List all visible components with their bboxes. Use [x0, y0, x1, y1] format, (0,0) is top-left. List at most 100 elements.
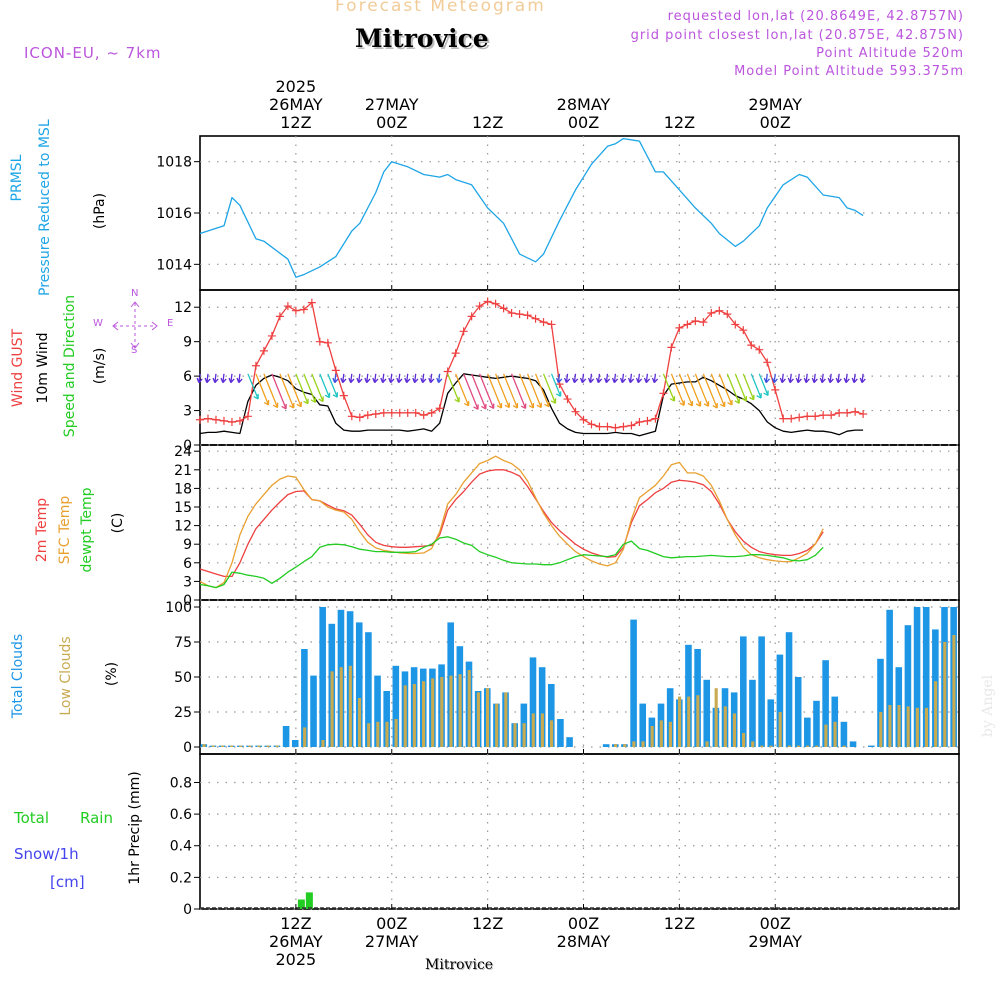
low-cloud-bar	[879, 712, 883, 747]
bottom-time-label: 12Z	[664, 914, 695, 933]
gust-marker	[523, 311, 532, 320]
gust-marker	[243, 412, 252, 421]
precip-bars	[200, 892, 959, 909]
gust-marker	[203, 414, 212, 423]
dewpt-line	[199, 536, 824, 589]
low-cloud-bar	[421, 681, 426, 747]
wind-arrow	[303, 373, 317, 403]
gust-marker	[395, 408, 404, 417]
total-cloud-bar	[319, 607, 326, 747]
clouds-ytick-label: 0	[183, 740, 192, 756]
gust-marker	[275, 312, 284, 321]
panel-frames	[199, 135, 960, 910]
total-cloud-bar	[301, 649, 308, 747]
total-cloud-bar	[365, 632, 372, 747]
low-cloud-bar	[220, 745, 224, 747]
temperature-frame	[199, 444, 960, 601]
sfc-label: SFC Temp	[57, 495, 73, 565]
top-time-label: 2025	[276, 77, 317, 96]
gust-marker	[643, 416, 652, 425]
low-cloud-bar	[531, 713, 535, 747]
rose-s: S	[131, 345, 138, 356]
pressure-line	[199, 137, 864, 278]
wind-arrow	[534, 373, 550, 408]
gust-marker	[379, 408, 388, 417]
wind-arrow	[327, 373, 339, 398]
bottom-location: Mitrovice	[425, 957, 494, 973]
precip-ytick-label: 0.4	[170, 839, 192, 855]
wind-arrow	[412, 373, 419, 384]
wind-arrow	[436, 373, 443, 384]
wind-arrow	[526, 373, 542, 409]
axis-ticks	[194, 161, 776, 910]
wind-ytick-label: 6	[183, 369, 192, 385]
total-cloud-bar	[758, 636, 765, 747]
gust-marker	[851, 407, 860, 416]
top-time-label: 12Z	[664, 113, 695, 132]
low-cloud-bar	[714, 688, 718, 747]
wind-arrow	[750, 373, 762, 399]
low-cloud-bar	[458, 674, 462, 747]
total-cloud-bar	[282, 726, 290, 747]
low-cloud-bar	[367, 723, 371, 747]
low-cloud-bar	[806, 745, 810, 747]
model-point-altitude: Model Point Altitude 593.375m	[734, 64, 964, 79]
total-cloud-bar	[749, 679, 756, 747]
total-cloud-bar	[840, 721, 848, 747]
wind-arrow	[851, 373, 858, 384]
temp-unit: (C)	[110, 512, 126, 534]
low-cloud-bar	[732, 713, 737, 747]
precip-axis-label: 1hr Precip (mm)	[127, 771, 143, 885]
total-cloud-bar	[877, 658, 884, 747]
gust-marker	[843, 408, 852, 417]
wind-arrow	[627, 373, 635, 384]
low-cloud-bar	[934, 681, 938, 747]
top-time-label: 00Z	[760, 113, 791, 132]
total-cloud-bar	[374, 675, 381, 747]
gust-marker	[283, 302, 292, 311]
gust-marker	[835, 408, 844, 417]
wind-arrow	[742, 373, 755, 401]
low-cloud-bar	[495, 703, 499, 747]
low-cloud-bar	[229, 745, 234, 747]
low-cloud-bar	[504, 692, 508, 747]
gust-marker	[539, 318, 548, 327]
gust-marker	[451, 349, 460, 358]
wind-arrow	[247, 373, 259, 400]
gust-marker	[795, 413, 804, 422]
wind-arrow	[340, 373, 347, 384]
gust-marker	[267, 331, 276, 340]
watermark: by Angel	[980, 674, 996, 738]
wind-arrow	[420, 373, 427, 384]
wind-arrow	[236, 373, 243, 384]
y-tick-labels: 1014101610180369120369121518212402550751…	[156, 155, 192, 918]
top-time-label: 12Z	[472, 113, 503, 132]
low-cloud-bar	[412, 684, 416, 747]
gust-marker	[563, 395, 572, 404]
bottom-time-label: 12Z	[280, 914, 311, 933]
low-cloud-bar	[897, 705, 901, 747]
wind-10m-line	[199, 373, 864, 437]
rose-n: N	[131, 288, 139, 299]
wind-arrow	[404, 373, 411, 384]
wind-arrow	[295, 373, 309, 405]
gust-marker	[235, 416, 244, 425]
wind-arrow	[502, 373, 519, 409]
low-cloud-bar	[248, 745, 252, 747]
low-cloud-bar	[275, 745, 279, 747]
total-cloud-bar	[557, 719, 564, 747]
total-cloud-bar	[904, 625, 912, 747]
low-cloud-bar	[787, 745, 791, 747]
wind-arrow	[710, 373, 726, 408]
temperature-ytick-label: 3	[183, 574, 192, 590]
total-cloud-bar	[813, 700, 820, 747]
top-time-label: 00Z	[568, 113, 599, 132]
total-cloud-bar	[886, 609, 893, 747]
wind-arrow	[255, 373, 270, 406]
wind-arrow	[662, 373, 676, 402]
total-cloud-bar	[291, 740, 299, 747]
clouds-ytick-label: 25	[174, 705, 192, 721]
wind-gust-line	[199, 300, 864, 429]
wind-arrow	[564, 373, 571, 384]
wind-rose-icon	[112, 301, 158, 349]
